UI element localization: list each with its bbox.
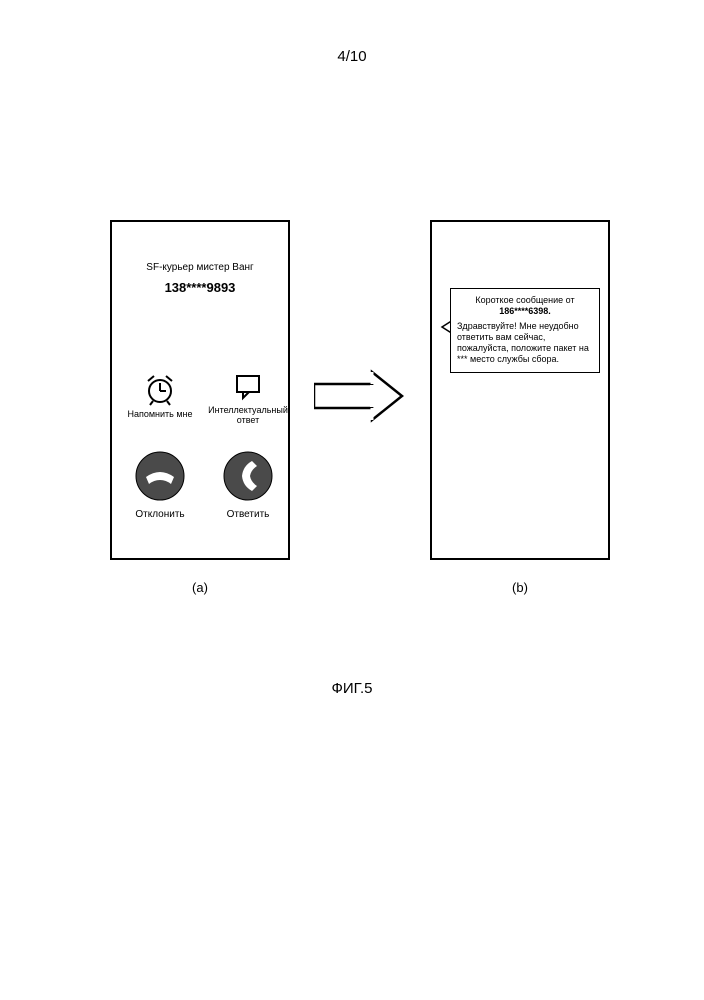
sublabel-a: (a) [110,580,290,595]
smart-reply-label: Интеллектуальный ответ [208,406,288,426]
alarm-clock-icon [143,372,177,406]
sms-from-number: 186****6398. [457,306,593,317]
decline-label: Отклонить [134,509,186,520]
page-number: 4/10 [0,48,704,65]
sms-bubble: Короткое сообщение от 186****6398. Здрав… [450,288,600,373]
answer-button[interactable]: Ответить [222,450,274,520]
figure-label: ФИГ.5 [0,680,704,697]
caller-name: SF-курьер мистер Ванг [112,262,288,273]
phone-screen-b: Короткое сообщение от 186****6398. Здрав… [430,220,610,560]
sublabel-b: (b) [430,580,610,595]
answer-label: Ответить [222,509,274,520]
decline-button[interactable]: Отклонить [134,450,186,520]
speech-bubble-icon [233,372,263,402]
arrow-right-icon [314,368,404,424]
phone-screen-a: SF-курьер мистер Ванг 138****9893 Напомн… [110,220,290,560]
smart-reply-option[interactable]: Интеллектуальный ответ [208,372,288,426]
remind-label: Напомнить мне [124,410,196,420]
remind-me-option[interactable]: Напомнить мне [124,372,196,420]
decline-icon [134,450,186,502]
caller-number: 138****9893 [112,280,288,295]
answer-icon [222,450,274,502]
sms-body: Здравствуйте! Мне неудобно ответить вам … [457,321,593,366]
sms-from-line1: Короткое сообщение от [457,295,593,306]
